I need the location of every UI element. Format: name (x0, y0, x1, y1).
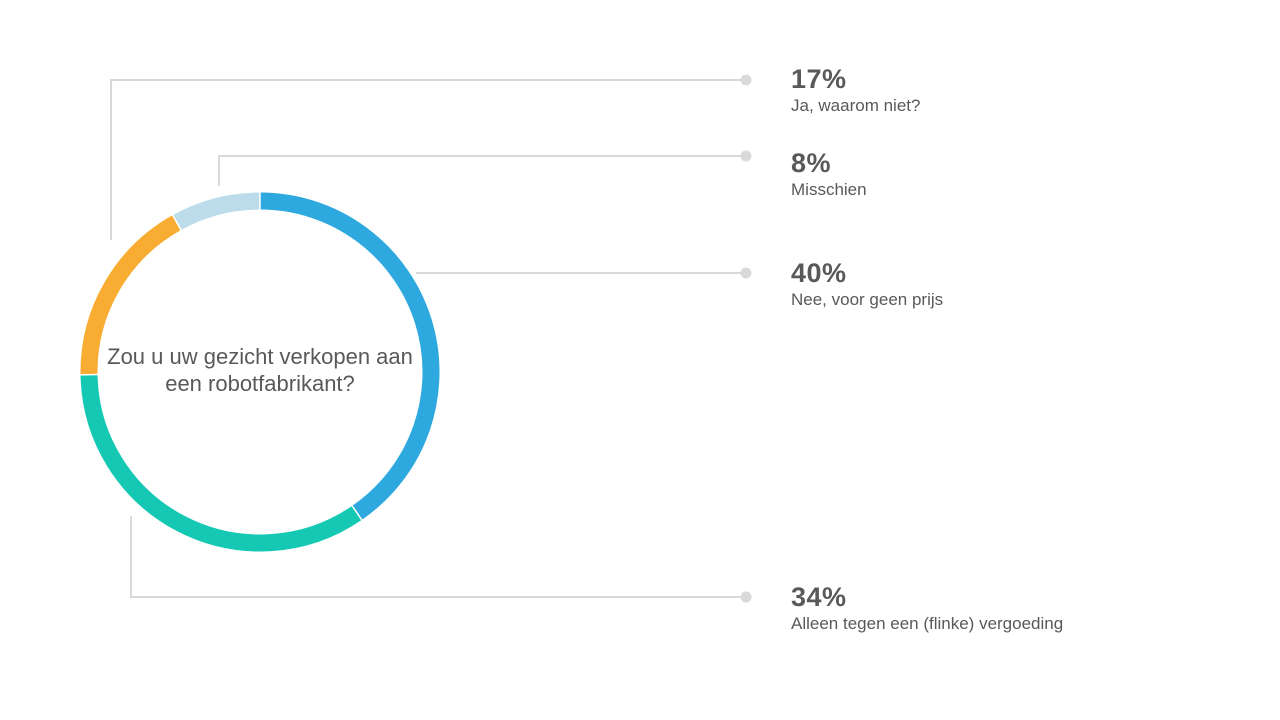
slice-nee (259, 192, 440, 520)
leader-dot (740, 150, 752, 162)
slice-separator (350, 504, 363, 522)
legend-value-misschien: 8% (791, 148, 832, 178)
chart-question: Zou u uw gezicht verkopen aan een robotf… (107, 344, 413, 396)
legend-value-nee: 40% (791, 258, 847, 288)
donut-ring (79, 191, 440, 552)
leader-line-ja (110, 79, 746, 240)
legend-entry-alleen: 34% Alleen tegen een (flinke) vergoeding (791, 582, 1063, 635)
leader-dot (740, 267, 752, 279)
legend-label-misschien: Misschien (791, 180, 867, 199)
slice-misschien (172, 192, 261, 231)
leader-lines (110, 74, 752, 603)
slice-alleen (80, 374, 362, 552)
legend-label-alleen: Alleen tegen een (flinke) vergoeding (791, 614, 1064, 633)
legend-entry-misschien: 8% Misschien (791, 148, 867, 201)
slice-ja (80, 215, 182, 375)
leader-line-alleen (130, 516, 746, 598)
leader-dot (740, 74, 752, 86)
leader-dot (740, 591, 752, 603)
legend-entry-ja: 17% Ja, waarom niet? (791, 64, 920, 117)
legend-entry-nee: 40% Nee, voor geen prijs (791, 258, 943, 311)
slice-separator (171, 213, 183, 232)
legend-label-ja: Ja, waarom niet? (791, 96, 921, 115)
legend-value-ja: 17% (791, 64, 847, 94)
legend-value-alleen: 34% (791, 582, 847, 612)
leader-line-misschien (218, 155, 746, 186)
legend-label-nee: Nee, voor geen prijs (791, 290, 944, 309)
